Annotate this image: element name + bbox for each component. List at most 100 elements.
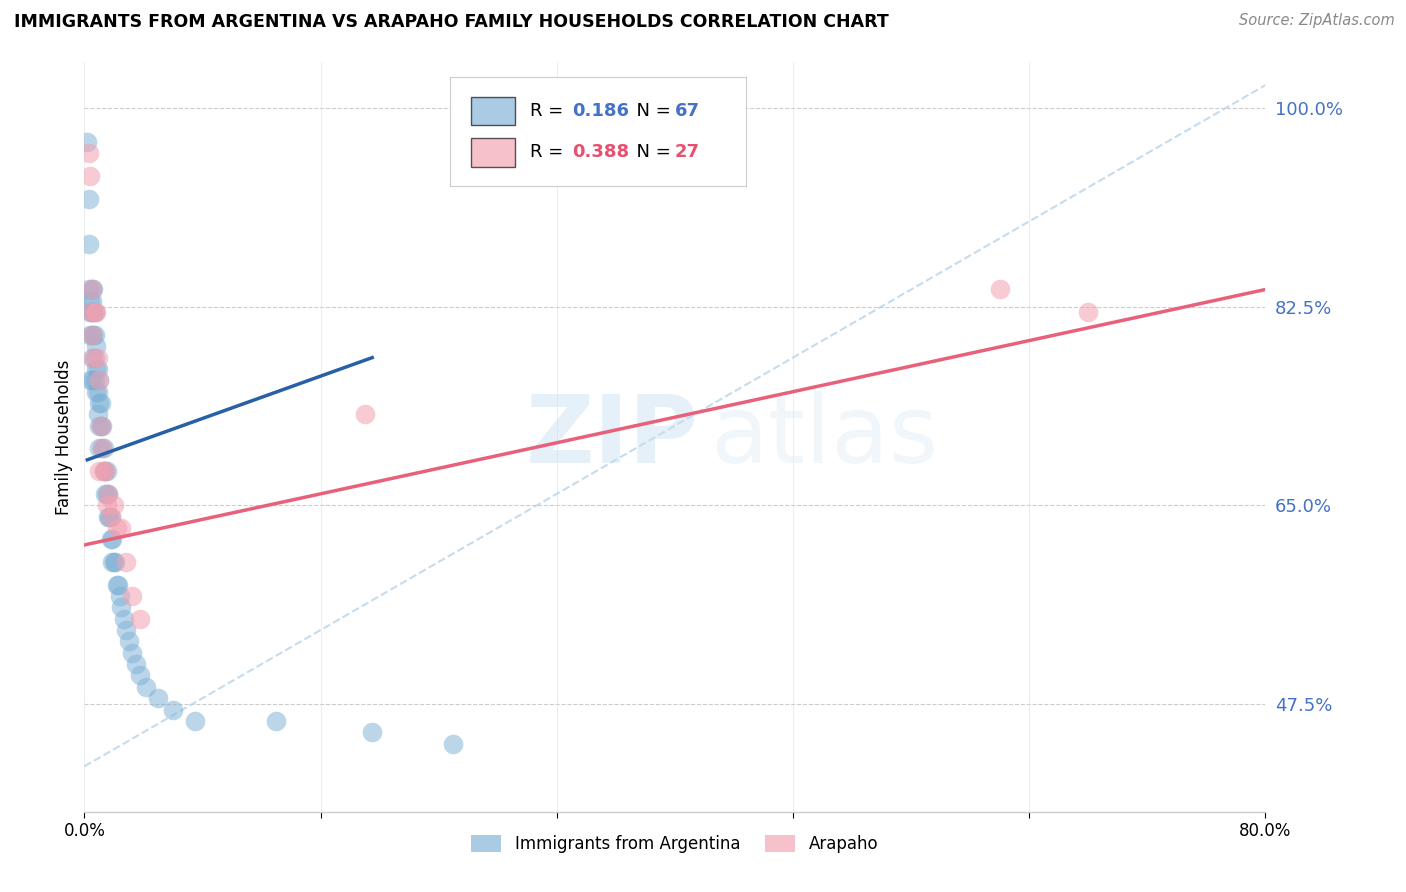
Text: R =: R = xyxy=(530,144,568,161)
Point xyxy=(101,533,124,547)
Point xyxy=(80,327,103,342)
Point xyxy=(84,339,107,353)
Point xyxy=(266,714,288,728)
Point xyxy=(114,623,136,637)
Point xyxy=(97,509,120,524)
Point xyxy=(94,487,117,501)
Point xyxy=(125,657,148,672)
Point xyxy=(118,634,141,648)
Point xyxy=(77,146,100,161)
Point xyxy=(79,293,101,308)
Point xyxy=(105,521,128,535)
Text: ZIP: ZIP xyxy=(526,391,699,483)
Text: atlas: atlas xyxy=(710,391,939,483)
Point xyxy=(83,351,105,365)
Point xyxy=(107,577,129,591)
Point xyxy=(80,283,103,297)
Point xyxy=(162,702,184,716)
Point xyxy=(361,725,384,739)
Point xyxy=(79,169,101,183)
Text: IMMIGRANTS FROM ARGENTINA VS ARAPAHO FAMILY HOUSEHOLDS CORRELATION CHART: IMMIGRANTS FROM ARGENTINA VS ARAPAHO FAM… xyxy=(14,13,889,31)
Point xyxy=(80,373,103,387)
Legend: Immigrants from Argentina, Arapaho: Immigrants from Argentina, Arapaho xyxy=(465,828,884,860)
Text: 0.388: 0.388 xyxy=(572,144,630,161)
Text: 67: 67 xyxy=(675,103,700,120)
Point xyxy=(129,668,152,682)
Point xyxy=(148,691,170,706)
Point xyxy=(80,351,103,365)
Point xyxy=(91,442,114,456)
Point xyxy=(86,384,108,399)
Point xyxy=(76,135,98,149)
Point xyxy=(83,305,105,319)
Point xyxy=(90,396,112,410)
Point xyxy=(83,327,105,342)
FancyBboxPatch shape xyxy=(471,97,516,126)
Point xyxy=(82,327,104,342)
Text: R =: R = xyxy=(530,103,568,120)
Point xyxy=(84,362,107,376)
Point xyxy=(91,442,114,456)
Point xyxy=(443,737,465,751)
Point xyxy=(101,555,124,569)
Point xyxy=(100,509,122,524)
Point xyxy=(84,305,107,319)
Point xyxy=(354,408,377,422)
Point xyxy=(114,555,136,569)
Point xyxy=(80,327,103,342)
Point xyxy=(79,327,101,342)
Y-axis label: Family Households: Family Households xyxy=(55,359,73,515)
Point xyxy=(100,509,122,524)
Point xyxy=(77,192,100,206)
Point xyxy=(82,305,104,319)
Point xyxy=(80,305,103,319)
Point xyxy=(83,373,105,387)
Point xyxy=(96,464,118,478)
Point xyxy=(105,577,128,591)
Point xyxy=(77,237,100,252)
Point xyxy=(93,464,115,478)
Point xyxy=(79,373,101,387)
Point xyxy=(97,487,120,501)
Point xyxy=(91,418,114,433)
Point xyxy=(84,384,107,399)
Text: 27: 27 xyxy=(675,144,700,161)
Point xyxy=(96,487,118,501)
Point xyxy=(80,293,103,308)
Point xyxy=(97,487,120,501)
Point xyxy=(104,555,127,569)
Point xyxy=(87,464,111,478)
Point xyxy=(79,305,101,319)
Point xyxy=(112,612,135,626)
Point xyxy=(87,442,111,456)
Point xyxy=(90,418,112,433)
Point xyxy=(103,555,125,569)
Point xyxy=(94,464,117,478)
Point xyxy=(87,373,111,387)
Point xyxy=(129,612,152,626)
Point xyxy=(83,305,105,319)
Point xyxy=(86,362,108,376)
Point xyxy=(108,589,131,603)
Point xyxy=(87,418,111,433)
Text: 0.186: 0.186 xyxy=(572,103,628,120)
Point xyxy=(98,509,121,524)
FancyBboxPatch shape xyxy=(450,78,745,186)
Point xyxy=(80,283,103,297)
Point xyxy=(93,442,115,456)
Point xyxy=(1077,305,1099,319)
Point xyxy=(86,351,108,365)
Point xyxy=(79,305,101,319)
Point xyxy=(988,283,1011,297)
Text: N =: N = xyxy=(626,144,676,161)
Point xyxy=(135,680,157,694)
Point xyxy=(96,498,118,512)
FancyBboxPatch shape xyxy=(471,138,516,167)
Text: N =: N = xyxy=(626,103,676,120)
Point xyxy=(93,464,115,478)
Point xyxy=(82,351,104,365)
Point xyxy=(94,464,117,478)
Point xyxy=(86,408,108,422)
Point xyxy=(87,373,111,387)
Point xyxy=(121,646,143,660)
